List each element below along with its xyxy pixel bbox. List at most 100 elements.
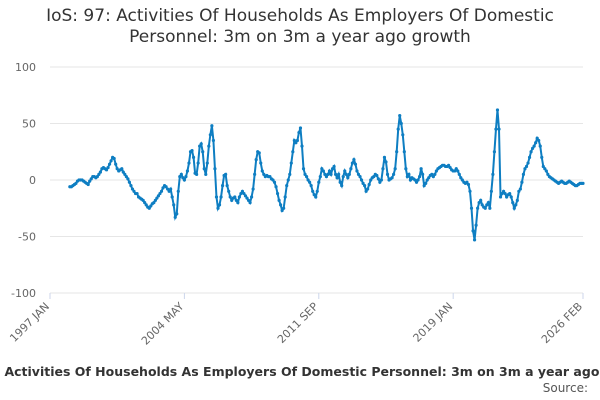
point [416,178,420,182]
point [396,127,400,131]
point [115,167,119,171]
point [486,201,490,205]
point [248,201,252,205]
point [109,159,113,163]
point [74,181,78,185]
point [330,167,335,171]
point [259,161,263,165]
point [228,195,232,199]
point [317,180,321,184]
point [480,203,484,207]
point [529,150,533,154]
point [112,156,116,161]
point [385,172,390,176]
point [434,169,438,173]
point [289,161,293,165]
point [219,195,223,199]
point [225,184,229,188]
point [285,184,289,188]
point [460,178,464,182]
point [456,169,460,173]
point [327,169,332,173]
point [355,169,359,173]
point [523,167,527,171]
point [340,184,344,188]
point [245,196,249,200]
point [471,229,475,233]
point [201,150,205,154]
point [237,195,241,199]
point [500,191,504,196]
point [361,181,365,185]
y-tick-label: -50 [18,231,36,244]
point [104,168,109,172]
point [181,176,185,180]
point [544,169,548,173]
point [494,127,498,131]
point [314,195,318,199]
point [372,175,376,179]
point [384,160,388,164]
point [210,124,214,128]
y-tick-label: 100 [15,61,36,74]
point [421,172,425,176]
point [518,187,522,191]
point [431,175,435,179]
point [271,178,275,182]
point [512,206,516,210]
point [254,158,258,162]
point [511,201,515,205]
point [190,149,194,153]
point [175,212,179,216]
point [309,184,313,188]
point [332,164,336,169]
point [526,161,530,165]
point [393,167,397,171]
point [424,181,428,185]
point [152,201,156,205]
point [234,198,238,202]
point [352,158,356,162]
point [457,172,461,176]
point [185,169,190,173]
point [491,172,495,176]
point [469,206,474,210]
point [521,172,526,176]
point [253,172,257,176]
point [257,151,261,155]
point [282,206,286,210]
point [350,161,354,165]
point [173,215,177,219]
point [501,189,506,193]
point [129,184,133,188]
point [315,189,319,193]
point [191,155,196,159]
point [207,144,211,148]
point [514,203,518,207]
point [476,206,480,210]
point [156,194,161,198]
point [126,177,130,181]
point [369,178,373,182]
point [304,175,309,179]
point [517,189,521,193]
point [358,175,362,179]
point [98,170,102,174]
point [275,191,280,196]
point [211,138,216,143]
point [143,201,147,205]
point [149,204,153,208]
point [534,141,538,145]
point [375,173,379,178]
point [509,195,513,199]
point [333,172,338,176]
point [144,203,148,207]
y-tick-label: 0 [29,174,36,187]
point [413,178,417,182]
point [161,186,165,190]
point [531,146,535,150]
point [344,172,348,176]
point [107,162,112,166]
point [240,189,245,193]
